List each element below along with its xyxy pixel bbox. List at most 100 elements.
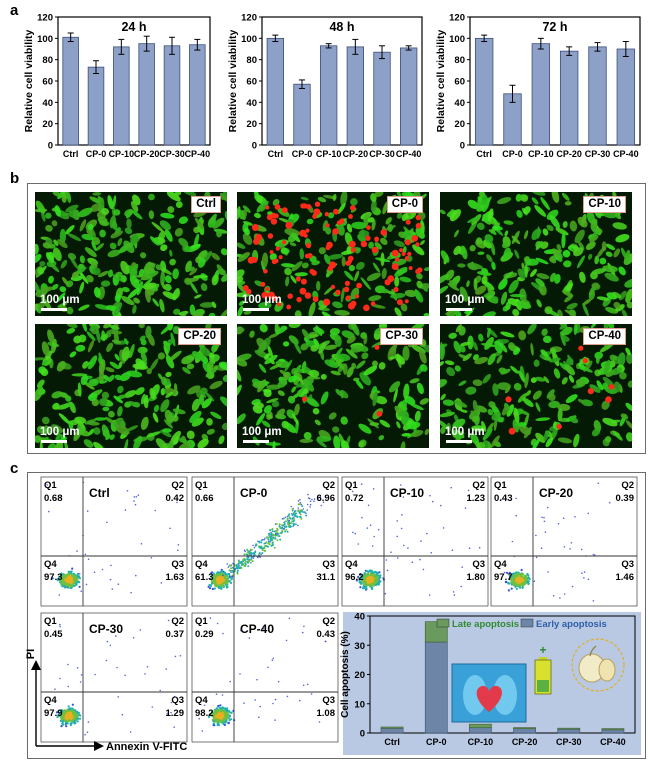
event-dot	[250, 552, 253, 555]
event-dot	[254, 544, 257, 547]
flow-plot-label: Ctrl	[89, 486, 110, 500]
event-dot	[357, 575, 360, 579]
event-dot	[299, 501, 302, 504]
event-dot	[272, 657, 275, 660]
quadrant-q4-value: 98.2	[195, 708, 214, 719]
flow-plot-label: CP-30	[89, 622, 123, 636]
chart-title: 24 h	[121, 20, 146, 34]
event-dot	[159, 689, 161, 692]
event-dot	[74, 717, 77, 720]
event-dot	[300, 503, 303, 506]
quadrant-q3-value: 1.46	[616, 572, 635, 583]
event-dot	[246, 556, 249, 559]
event-dot	[230, 576, 233, 579]
event-dot	[66, 709, 69, 712]
y-tick-label: 120	[37, 13, 53, 24]
event-dot	[240, 566, 243, 569]
bar-late-apoptosis	[513, 727, 536, 730]
micrograph-cp-40: CP-40 100 μm	[440, 324, 632, 448]
quadrant-q2-value: 0.39	[616, 493, 635, 504]
cell-image	[35, 324, 227, 448]
lung-left	[463, 675, 487, 715]
event-dot	[247, 559, 250, 562]
event-dot	[543, 520, 546, 523]
event-dot	[217, 571, 220, 574]
event-dot	[209, 587, 212, 590]
event-dot	[65, 725, 68, 728]
event-dot	[210, 579, 214, 582]
event-dot	[274, 719, 276, 721]
event-dot	[359, 573, 362, 576]
event-dot	[236, 563, 239, 566]
event-dot	[355, 579, 358, 582]
event-dot	[213, 575, 216, 579]
event-dot	[237, 566, 240, 568]
event-dot	[592, 600, 595, 602]
event-dot	[324, 640, 327, 643]
bar-early-apoptosis	[601, 729, 625, 734]
event-dot	[260, 547, 263, 550]
event-dot	[244, 561, 247, 564]
event-dot	[511, 540, 514, 543]
event-dot	[46, 484, 48, 486]
event-dot	[67, 705, 70, 708]
event-dot	[377, 583, 380, 586]
event-dot	[214, 716, 217, 719]
event-dot	[273, 546, 276, 549]
event-dot	[278, 523, 281, 526]
micrograph-cp-20: CP-20 100 μm	[35, 324, 227, 448]
event-dot	[217, 573, 220, 576]
event-dot	[317, 495, 320, 497]
event-dot	[428, 594, 431, 596]
event-dot	[250, 548, 253, 551]
event-dot	[248, 558, 251, 561]
x-tick-label: Ctrl	[63, 149, 79, 159]
event-dot	[79, 714, 82, 717]
event-dot	[378, 571, 381, 574]
micrograph-cp-10: CP-10 100 μm	[440, 192, 632, 316]
event-dot	[371, 545, 374, 547]
event-dot	[563, 546, 566, 548]
event-dot	[431, 500, 434, 503]
event-dot	[295, 512, 297, 515]
event-dot	[225, 709, 228, 712]
event-dot	[226, 576, 229, 579]
event-dot	[291, 508, 294, 511]
event-dot	[173, 695, 176, 698]
event-dot	[133, 500, 135, 502]
event-dot	[248, 552, 251, 555]
event-dot	[278, 535, 281, 538]
event-dot	[252, 557, 255, 559]
cell-image	[440, 324, 632, 448]
event-dot	[322, 501, 325, 504]
event-dot	[570, 542, 573, 544]
event-dot	[209, 584, 212, 587]
event-dot	[250, 558, 253, 561]
event-dot	[72, 584, 75, 587]
event-dot	[212, 722, 215, 725]
event-dot	[130, 591, 132, 594]
event-dot	[289, 517, 292, 520]
event-dot	[290, 522, 293, 524]
event-dot	[94, 673, 96, 676]
event-dot	[139, 629, 142, 631]
event-dot	[289, 525, 292, 528]
event-dot	[292, 513, 295, 516]
event-dot	[222, 722, 225, 726]
event-dot	[69, 583, 72, 586]
event-dot	[121, 713, 124, 716]
event-dot	[146, 666, 149, 668]
event-dot	[521, 585, 524, 589]
event-dot	[76, 550, 78, 552]
event-dot	[214, 577, 217, 581]
y-tick-label: 80	[246, 55, 257, 66]
event-dot	[270, 532, 273, 535]
chart-title: 72 h	[542, 20, 567, 34]
event-dot	[71, 707, 74, 710]
event-dot	[106, 640, 109, 643]
event-dot	[225, 719, 228, 722]
event-dot	[514, 582, 518, 585]
event-dot	[216, 713, 220, 716]
y-tick-label: 0	[252, 141, 257, 152]
